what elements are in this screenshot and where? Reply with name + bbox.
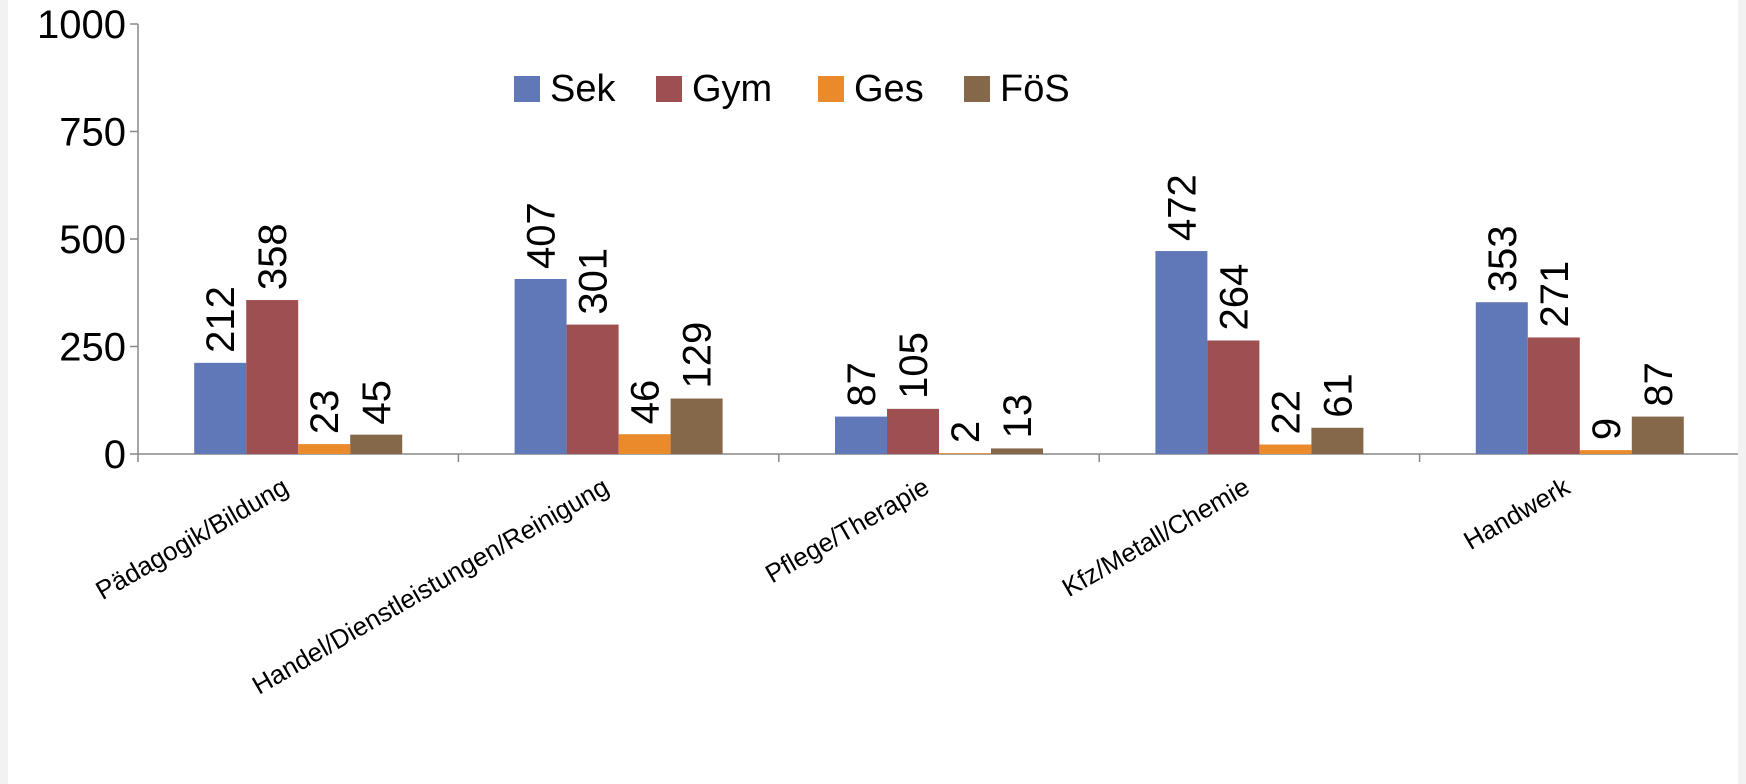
data-label: 61 [1316, 373, 1360, 418]
bar [1259, 444, 1312, 454]
data-label: 129 [676, 322, 720, 389]
x-tick-label: Kfz/Metall/Chemie [1057, 471, 1255, 602]
legend-swatch [964, 76, 990, 102]
data-label: 472 [1160, 174, 1204, 241]
data-label: 407 [520, 202, 564, 269]
data-label: 23 [303, 390, 347, 435]
chart-container: 0 250 500 750 1000 212 358 23 45 407 301 46 129 87 10… [8, 0, 1738, 784]
x-tick-label: Pflege/Therapie [760, 471, 934, 589]
x-tick-label: Handwerk [1458, 471, 1575, 556]
bar [618, 434, 671, 454]
bar [1207, 340, 1260, 454]
data-label: 212 [199, 286, 243, 353]
y-tick-label: 250 [59, 326, 126, 370]
legend-label: FöS [1000, 68, 1070, 110]
data-label: 13 [996, 394, 1040, 439]
axes: 0 250 500 750 1000 [37, 3, 1738, 477]
bar [194, 362, 247, 454]
data-label: 2 [944, 421, 988, 443]
data-label: 353 [1481, 225, 1525, 292]
data-label: 22 [1264, 390, 1308, 435]
legend-swatch [818, 76, 844, 102]
y-tick-label: 750 [59, 111, 126, 155]
bar [1579, 450, 1632, 454]
data-label: 105 [892, 332, 936, 399]
bar [835, 416, 887, 454]
y-tick-label: 1000 [37, 3, 126, 47]
legend-swatch [656, 76, 682, 102]
bar [670, 398, 723, 454]
bar [246, 300, 299, 454]
bar [1155, 251, 1208, 454]
bar [1475, 302, 1528, 454]
legend-label: Sek [550, 68, 616, 110]
x-tick-label: Pädagogik/Bildung [90, 471, 293, 605]
bar [566, 324, 619, 454]
data-label: 264 [1212, 264, 1256, 331]
legend-label: Ges [854, 68, 924, 110]
x-tick-labels: Pädagogik/BildungHandel/Dienstleistungen… [90, 471, 1575, 701]
data-label: 87 [840, 362, 884, 407]
data-label: 271 [1533, 261, 1577, 328]
y-tick-label: 0 [104, 433, 126, 477]
bar [1311, 427, 1364, 454]
bar [514, 278, 567, 454]
bar [298, 444, 351, 454]
data-label: 358 [251, 223, 295, 290]
legend: Sek Gym Ges FöS [514, 68, 1070, 110]
data-label: 87 [1637, 362, 1681, 407]
bars [194, 251, 1684, 454]
legend-swatch [514, 76, 540, 102]
data-label: 45 [355, 380, 399, 425]
y-tick-label: 500 [59, 218, 126, 262]
data-label: 9 [1585, 418, 1629, 440]
bar [939, 453, 991, 454]
bar [1631, 416, 1684, 454]
bar [350, 434, 403, 454]
x-tick-label: Handel/Dienstleistungen/Reinigung [247, 471, 614, 700]
data-label: 46 [624, 380, 668, 425]
legend-label: Gym [692, 68, 772, 110]
bar [887, 408, 939, 454]
bar [991, 448, 1043, 454]
data-label: 301 [572, 248, 616, 315]
bar [1527, 337, 1580, 454]
